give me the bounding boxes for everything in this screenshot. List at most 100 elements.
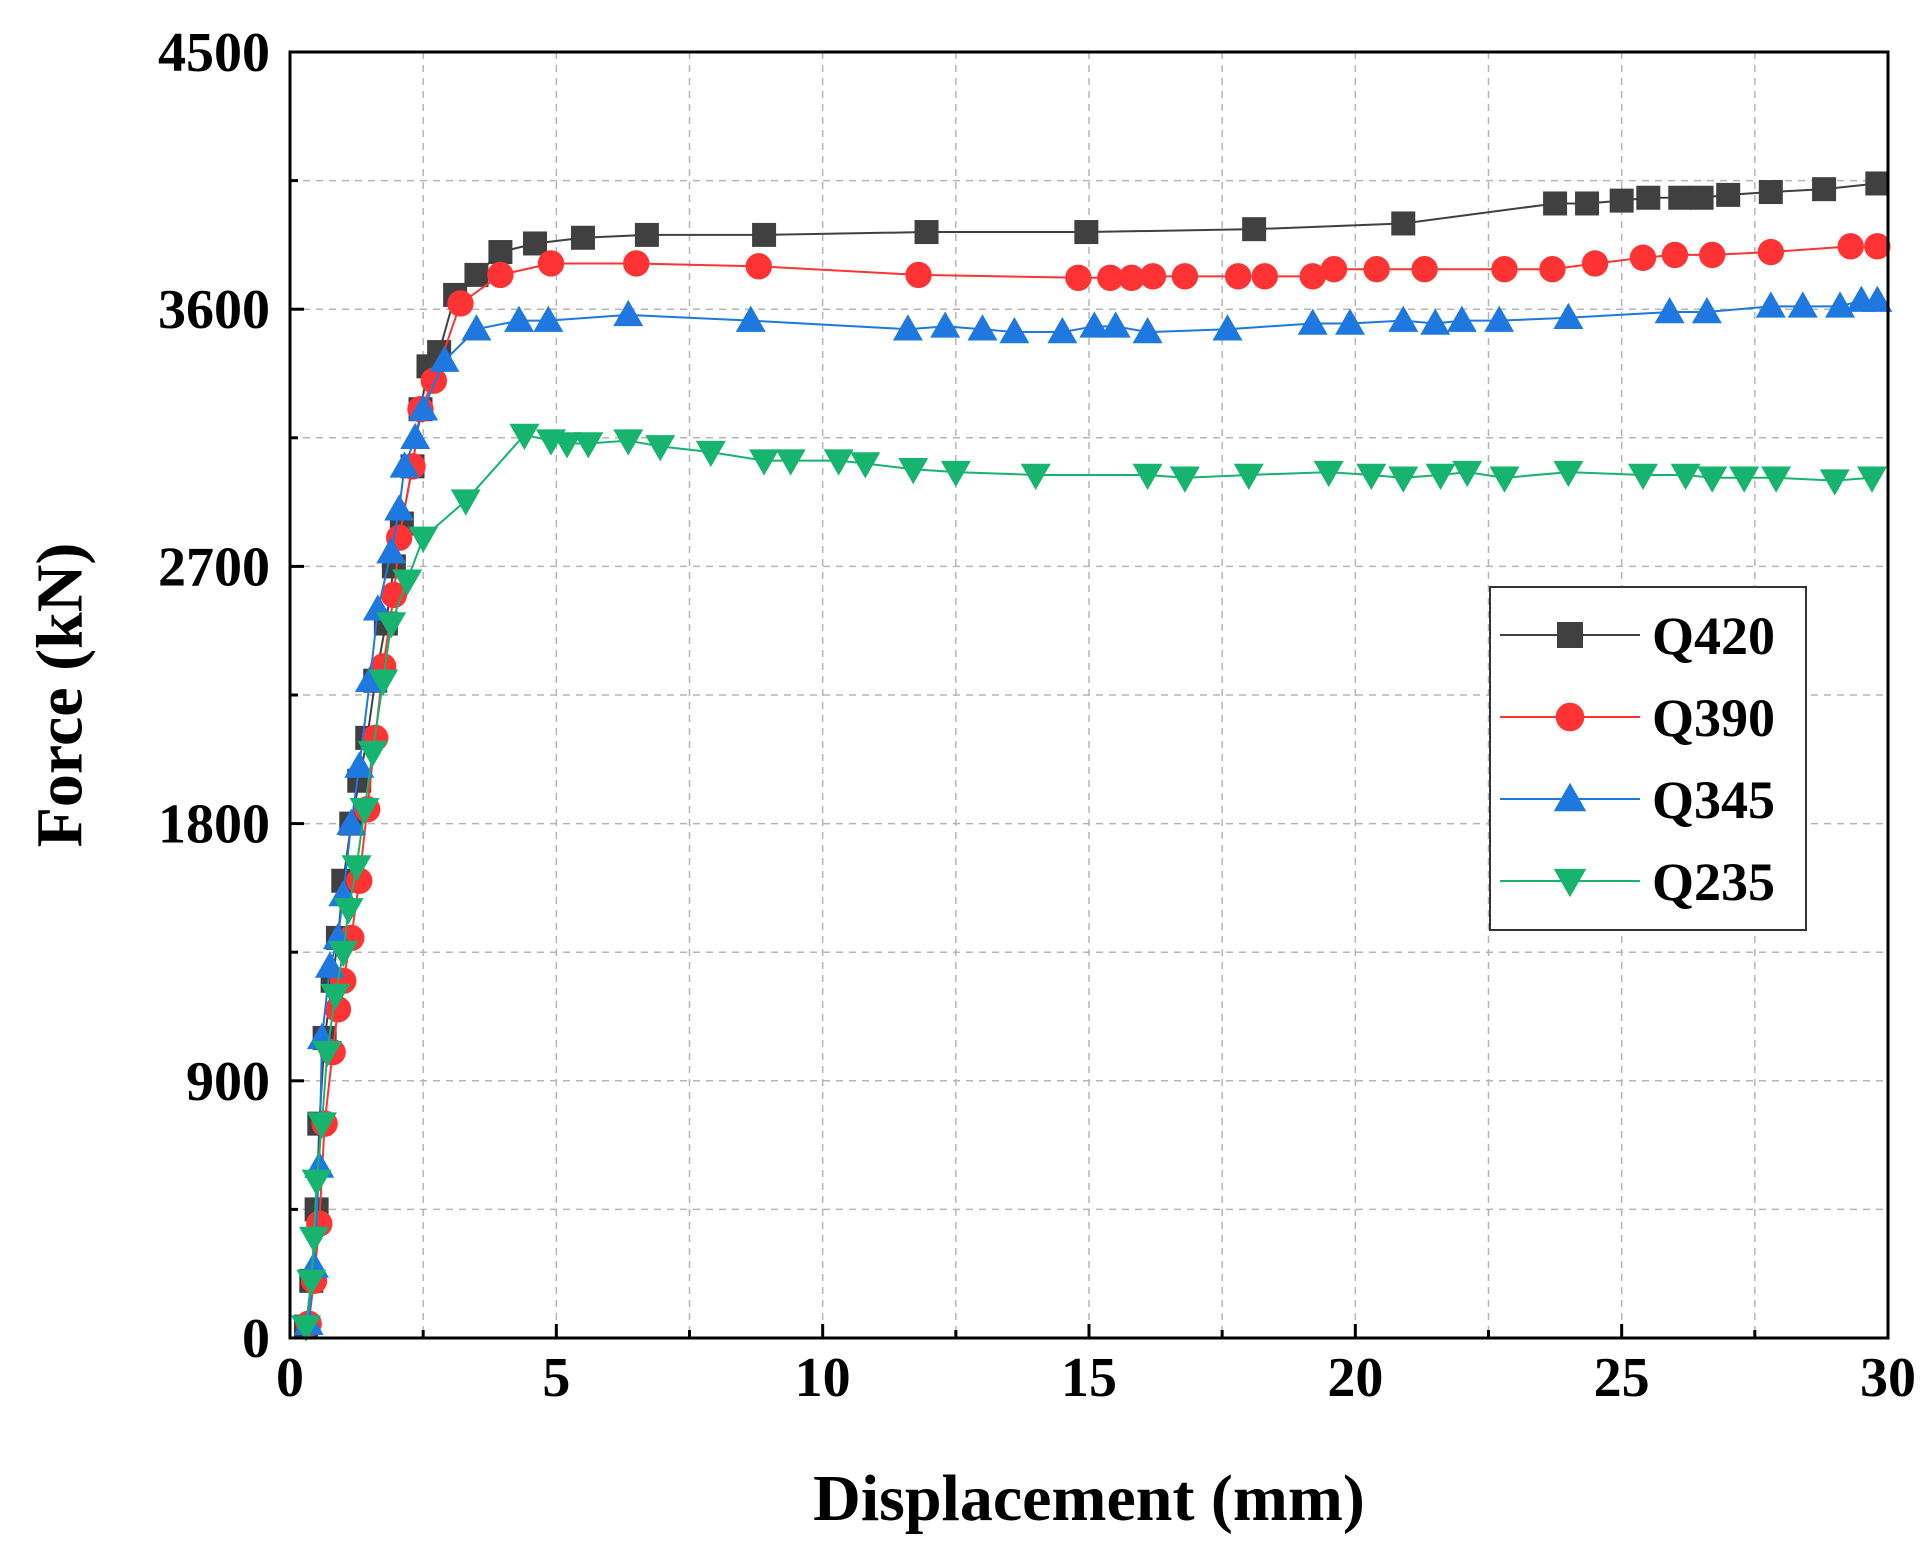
data-point-q390: [1539, 255, 1566, 283]
data-point-q390: [1097, 264, 1124, 291]
data-point-q235: [1233, 463, 1264, 490]
data-point-q235: [749, 449, 780, 476]
legend-item-q345: Q345: [1500, 770, 1775, 830]
legend-label-q390: Q390: [1652, 688, 1775, 748]
legend-item-q235: Q235: [1500, 852, 1775, 912]
data-point-q235: [1857, 466, 1888, 493]
legend-marker-q390: [1555, 702, 1585, 732]
data-point-q345: [1079, 311, 1110, 338]
data-point-q235: [1627, 463, 1658, 490]
data-point-q420: [914, 220, 939, 245]
data-point-q420: [1812, 177, 1837, 202]
data-point-q345: [533, 305, 564, 332]
data-point-q235: [898, 457, 929, 485]
data-point-q345: [429, 345, 460, 372]
data-point-q235: [296, 1269, 327, 1296]
legend-marker-q420: [1557, 622, 1583, 648]
data-point-q390: [745, 253, 772, 280]
data-point-q345: [1212, 314, 1243, 341]
y-tick-label: 900: [186, 1051, 270, 1113]
data-point-q390: [905, 261, 932, 289]
data-point-q235: [333, 898, 364, 925]
data-point-q235: [450, 489, 481, 516]
data-point-q235: [1697, 466, 1728, 493]
data-point-q345: [344, 751, 375, 778]
data-point-q390: [1251, 263, 1278, 290]
data-point-q235: [320, 983, 351, 1011]
data-point-q420: [1609, 188, 1634, 213]
data-point-q390: [1363, 255, 1390, 283]
data-point-q390: [1864, 233, 1891, 260]
x-tick-label: 15: [1061, 1347, 1117, 1409]
data-point-q345: [376, 537, 407, 564]
data-point-q235: [551, 432, 582, 459]
data-point-q345: [1335, 308, 1366, 335]
y-tick-label: 2700: [158, 536, 270, 598]
data-point-q235: [775, 449, 806, 476]
data-point-q235: [1670, 463, 1701, 490]
x-tick-labels: 0 5 10 15 20 25 30: [276, 1347, 1916, 1409]
data-point-q390: [1065, 264, 1092, 291]
data-point-q235: [1819, 469, 1850, 496]
data-point-q420: [1636, 185, 1661, 210]
data-point-q390: [1757, 238, 1785, 266]
data-point-q420: [1543, 191, 1568, 216]
data-point-q390: [1581, 250, 1609, 277]
data-point-q235: [298, 1226, 329, 1253]
data-point-q235: [940, 460, 971, 488]
data-point-q345: [1297, 308, 1328, 335]
data-point-q345: [735, 305, 766, 332]
data-point-q235: [573, 432, 604, 459]
data-point-q390: [1320, 255, 1348, 283]
data-point-q235: [823, 449, 854, 476]
data-point-q390: [1661, 241, 1689, 269]
legend-item-q390: Q390: [1500, 688, 1775, 748]
data-point-q390: [1171, 263, 1199, 290]
data-point-q345: [1047, 317, 1078, 344]
data-point-q235: [328, 940, 359, 968]
data-point-q235: [368, 669, 399, 696]
data-point-q235: [1132, 463, 1163, 490]
data-point-q235: [341, 855, 372, 882]
legend-box: [1489, 586, 1807, 931]
data-point-q235: [376, 612, 407, 639]
data-point-q390: [1139, 263, 1167, 290]
data-point-q345: [930, 311, 961, 338]
data-point-q235: [290, 1315, 321, 1342]
legend-items: Q420 Q390 Q345 Q235: [1500, 606, 1775, 912]
data-point-q420: [1391, 211, 1416, 236]
data-point-q235: [1761, 466, 1792, 493]
y-tick-label: 1800: [158, 794, 270, 856]
data-point-q235: [312, 1040, 343, 1068]
y-axis-title: Force (kN): [24, 543, 97, 848]
data-point-q345: [1100, 311, 1131, 338]
data-point-q390: [1699, 241, 1726, 269]
data-point-q420: [1716, 182, 1741, 207]
data-point-q235: [301, 1169, 332, 1196]
axis-ticks: [288, 50, 1890, 1340]
data-point-q235: [509, 423, 540, 450]
x-tick-label: 5: [542, 1347, 570, 1409]
data-point-q235: [1313, 460, 1344, 488]
data-point-q390: [1299, 263, 1326, 290]
data-point-q390: [1491, 255, 1518, 283]
legend-marker-q345: [1553, 782, 1587, 812]
data-point-q390: [420, 367, 448, 394]
data-point-q390: [380, 581, 408, 609]
data-point-q235: [408, 526, 439, 553]
x-tick-label: 25: [1594, 1347, 1650, 1409]
data-point-q345: [408, 394, 439, 421]
data-point-q235: [1169, 466, 1200, 493]
y-tick-label: 4500: [158, 22, 270, 84]
data-point-q390: [1837, 233, 1864, 260]
legend-marker-q235: [1553, 868, 1587, 898]
series-q235: [290, 423, 1888, 1342]
data-point-q420: [752, 222, 777, 247]
data-point-q345: [1553, 302, 1584, 330]
data-point-q420: [464, 262, 489, 287]
series-layer: [290, 171, 1893, 1342]
data-point-q345: [613, 299, 644, 327]
data-point-q235: [1425, 463, 1456, 490]
